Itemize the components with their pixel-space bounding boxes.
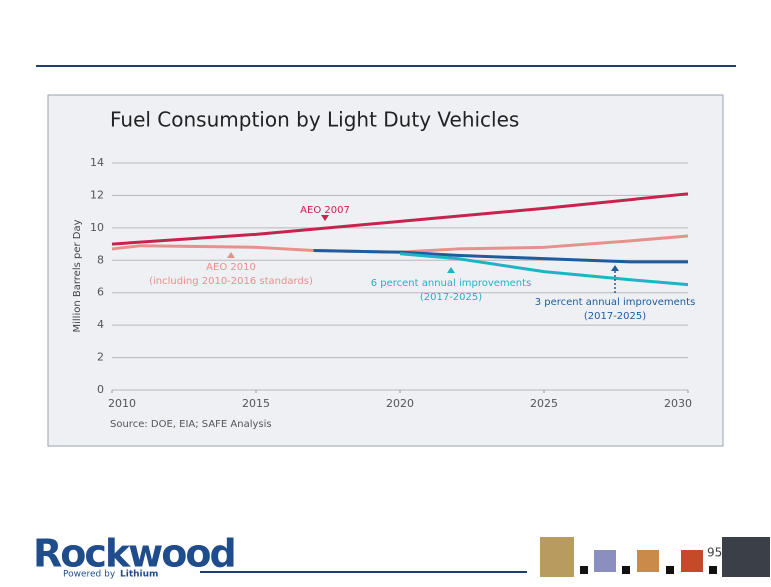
annotation-arrow [227,252,235,258]
page-number: 95 [707,546,722,560]
x-tick-label: 2020 [386,397,414,410]
brand-tagline: Powered by [63,570,116,580]
series-line [111,192,689,246]
footer-square [622,566,630,574]
footer-image [681,550,703,572]
footer-square [580,566,588,574]
y-tick-label: 6 [97,286,104,299]
footer-image [722,537,770,577]
y-tick-label: 14 [90,156,104,169]
annotation: AEO 2007 [300,205,350,216]
footer: Rockwood Powered by Lithium 95 [33,532,770,580]
y-tick-label: 10 [90,221,104,234]
footer-image [540,537,574,577]
y-tick-label: 8 [97,253,104,266]
x-tick-label: 2025 [530,397,558,410]
x-tick-label: 2010 [108,397,136,410]
y-tick-label: 12 [90,188,104,201]
y-axis-label: Million Barrels per Day [72,219,83,332]
series-line [313,249,688,264]
y-tick-label: 0 [97,383,104,396]
y-tick-label: 4 [97,318,104,331]
annotation: AEO 2010 [206,262,256,273]
source-note: Source: DOE, EIA; SAFE Analysis [110,419,272,430]
footer-square [666,566,674,574]
annotation: 6 percent annual improvements [371,278,532,289]
footer-square [709,566,717,574]
annotation: (including 2010-2016 standards) [149,276,313,287]
x-tick-label: 2015 [242,397,270,410]
brand-logo: Rockwood [33,532,235,576]
y-tick-label: 2 [97,351,104,364]
annotation-arrow [611,265,619,271]
chart-panel [47,94,724,447]
footer-image [594,550,616,572]
annotation: (2017-2025) [420,292,482,303]
series-line [399,252,689,287]
x-tick-label: 2030 [664,397,692,410]
annotation: (2017-2025) [584,311,646,322]
footer-image [637,550,659,572]
annotation-arrow [447,267,455,273]
annotation-arrow [321,215,329,221]
annotation: 3 percent annual improvements [535,297,696,308]
brand-tagline-emphasis: Lithium [120,570,158,580]
chart-title: Fuel Consumption by Light Duty Vehicles [110,108,519,132]
